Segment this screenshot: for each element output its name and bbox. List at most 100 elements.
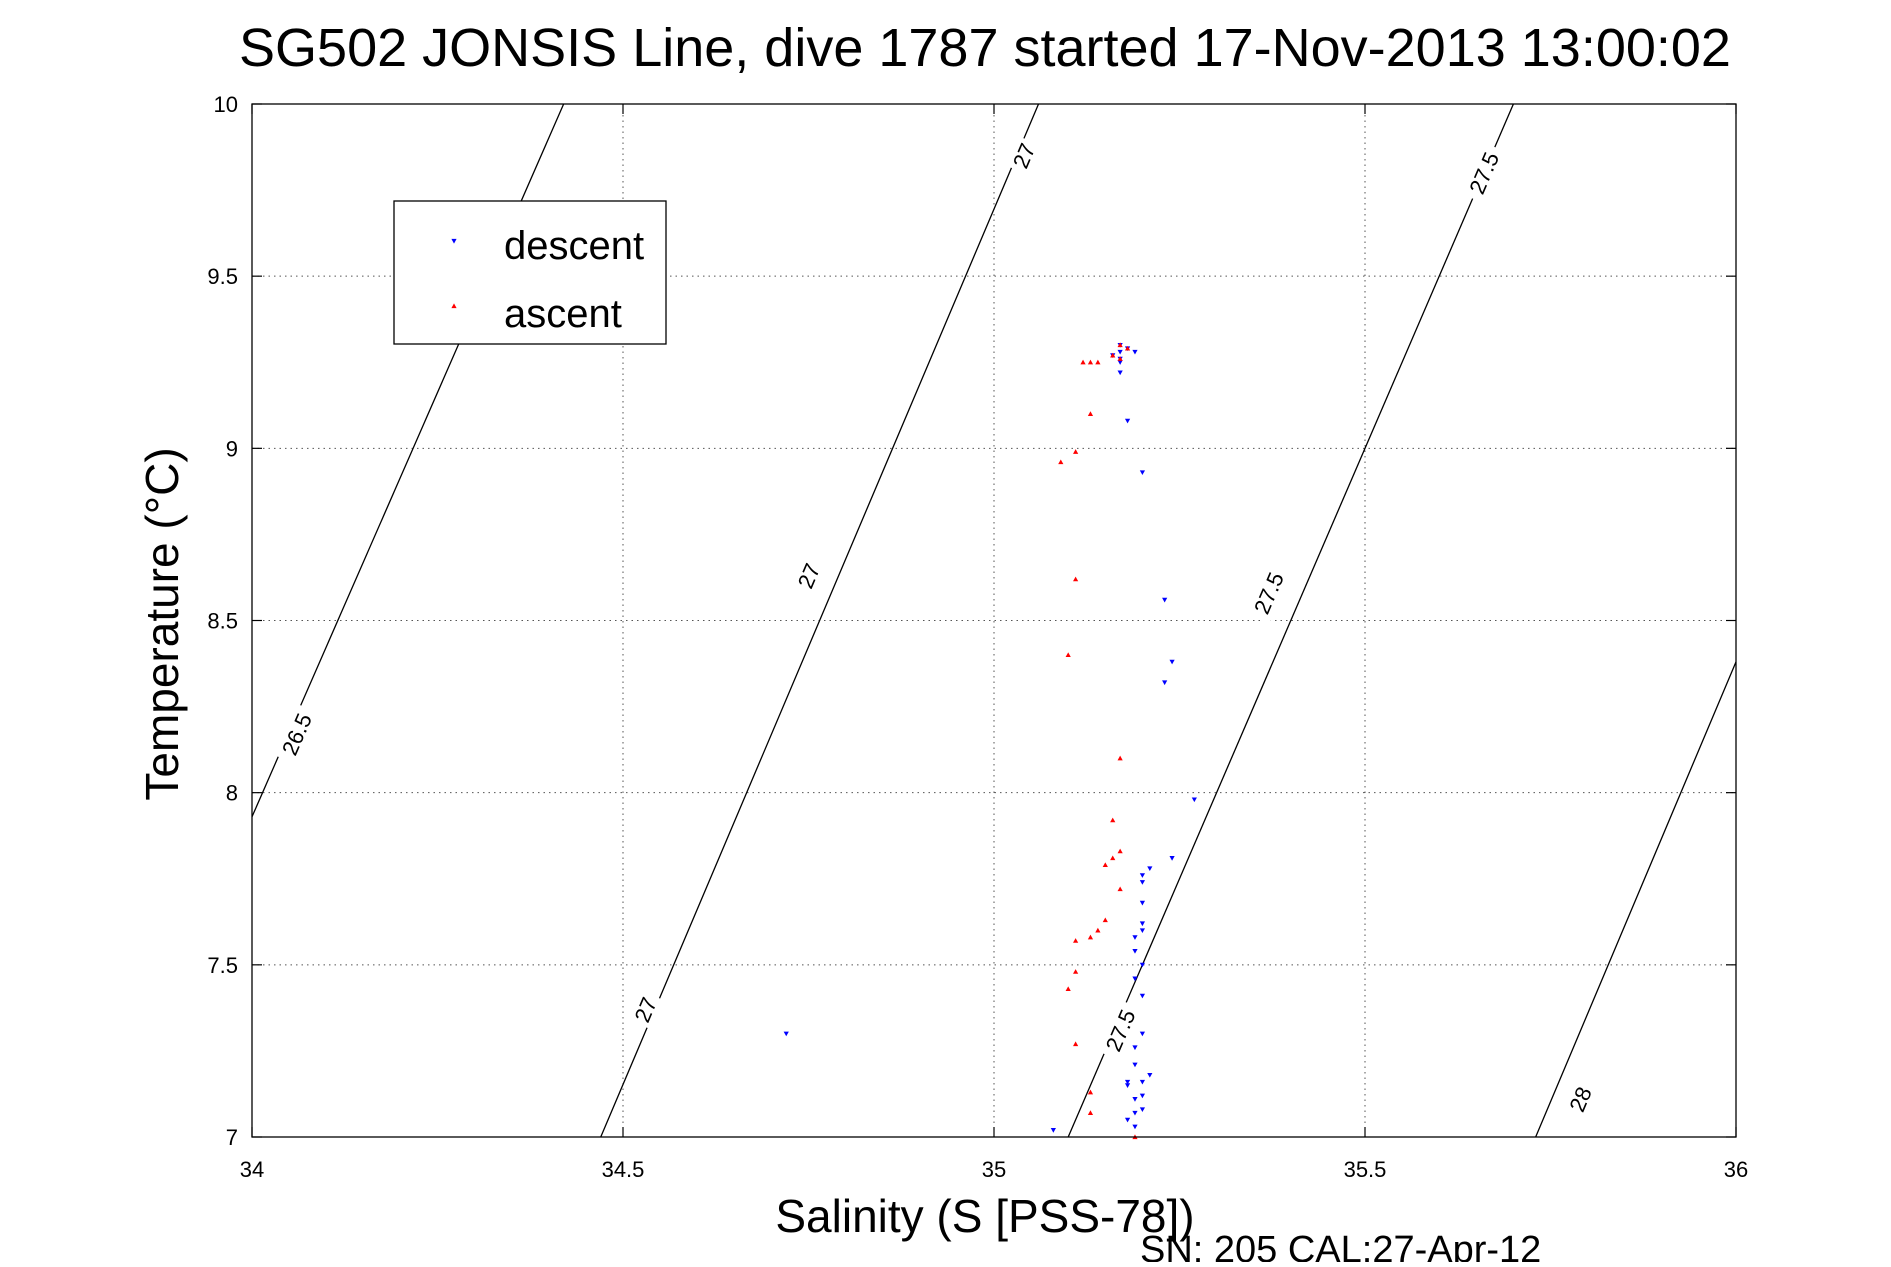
data-point-descent: [1139, 962, 1145, 968]
contour-label-background: [1097, 999, 1144, 1062]
data-point-ascent: [1117, 755, 1123, 761]
data-point-descent: [1147, 866, 1153, 872]
data-point-descent: [1050, 1128, 1056, 1133]
y-tick-label: 7: [226, 1125, 238, 1150]
data-point-descent: [1139, 1093, 1145, 1099]
axis-ticks: 34 34.5 35 35.5 36 7 7.5 8 8.5 9 9.5 10: [207, 92, 1748, 1182]
data-point-descent: [1132, 976, 1138, 982]
data-point-ascent: [1117, 848, 1123, 854]
data-point-descent: [1139, 873, 1145, 878]
data-point-ascent: [1073, 938, 1079, 943]
data-point-descent: [1132, 1062, 1138, 1068]
data-point-ascent: [1073, 969, 1079, 974]
data-point-ascent: [1124, 345, 1131, 351]
legend-marker-symbol: [451, 303, 457, 309]
contour-label: 28: [1561, 1079, 1599, 1119]
chart-title: SG502 JONSIS Line, dive 1787 started 17-…: [239, 18, 1731, 78]
data-point-ascent: [1073, 449, 1079, 454]
data-point-descent: [1139, 900, 1145, 906]
data-point-ascent: [1073, 1041, 1079, 1047]
data-point-descent: [1139, 921, 1145, 927]
legend-label-descent: descent: [504, 224, 644, 268]
data-point-descent: [1117, 349, 1123, 355]
legend-box: [393, 200, 667, 345]
contour-label: 27: [627, 989, 664, 1030]
legend-marker-descent: [451, 238, 457, 244]
x-tick-label: 35: [982, 1157, 1006, 1182]
x-tick-label: 34: [240, 1157, 264, 1182]
contour-label-background: [1561, 1079, 1599, 1119]
data-point-descent: [1139, 1031, 1145, 1037]
data-point-ascent: [1095, 927, 1101, 933]
data-point-descent: [1132, 349, 1138, 355]
data-point-ascent: [1073, 576, 1079, 582]
data-point-ascent: [1102, 862, 1108, 868]
x-tick-label: 35.5: [1344, 1157, 1387, 1182]
data-point-ascent: [1117, 886, 1123, 892]
data-point-descent: [1139, 993, 1145, 999]
y-tick-label: 8: [226, 781, 238, 806]
y-tick-label: 9: [226, 436, 238, 461]
data-point-descent: [1191, 797, 1197, 803]
data-point-ascent: [1110, 855, 1116, 861]
data-point-ascent: [1110, 352, 1116, 358]
data-point-ascent: [1110, 817, 1116, 823]
data-point-descent: [1132, 948, 1138, 954]
x-tick-label: 34.5: [602, 1157, 645, 1182]
data-point-descent: [1124, 418, 1131, 424]
data-point-descent: [1117, 360, 1123, 365]
data-point-descent: [1169, 659, 1175, 665]
data-point-descent: [1147, 1072, 1153, 1078]
x-axis-label: Salinity (S [PSS-78]): [775, 1190, 1194, 1242]
contour-label-background: [790, 555, 827, 596]
data-point-descent: [1162, 597, 1168, 603]
data-point-descent: [1139, 928, 1145, 933]
data-point-descent: [1132, 1097, 1138, 1102]
x-tick-label: 36: [1724, 1157, 1748, 1182]
legend-marker-symbol: [451, 238, 457, 244]
y-axis-label: Temperature (°C): [136, 447, 188, 800]
data-point-ascent: [1087, 359, 1094, 365]
data-points: [783, 342, 1197, 1140]
data-point-ascent: [1087, 411, 1094, 416]
contour-label-background: [1005, 135, 1042, 176]
contour-line-28: [1535, 661, 1737, 1138]
y-tick-label: 9.5: [207, 264, 238, 289]
data-point-descent: [1139, 1079, 1145, 1085]
data-point-descent: [783, 1031, 789, 1037]
data-point-descent: [1124, 1083, 1131, 1088]
data-point-ascent: [1087, 1089, 1094, 1095]
data-point-descent: [1139, 1107, 1145, 1113]
legend-marker-ascent: [451, 303, 457, 309]
data-point-ascent: [1065, 652, 1071, 658]
data-point-ascent: [1065, 986, 1071, 992]
data-point-descent: [1162, 680, 1168, 686]
data-point-ascent: [1058, 459, 1064, 465]
data-point-descent: [1132, 1110, 1138, 1116]
serial-calibration-note: SN: 205 CAL:27-Apr-12: [1140, 1229, 1541, 1262]
data-point-descent: [1124, 1079, 1131, 1085]
data-point-descent: [1132, 1045, 1138, 1051]
y-tick-label: 10: [214, 92, 238, 117]
data-point-descent: [1169, 856, 1175, 861]
contour-label-background: [1245, 562, 1292, 624]
legend: descent ascent: [393, 200, 667, 345]
data-point-descent: [1139, 470, 1145, 476]
data-point-ascent: [1087, 934, 1094, 940]
data-point-descent: [1124, 1117, 1131, 1123]
data-point-ascent: [1087, 1110, 1094, 1115]
y-tick-label: 7.5: [207, 953, 238, 978]
data-point-ascent: [1117, 342, 1123, 348]
contour-label-background: [1460, 142, 1507, 204]
contour-label-background: [627, 989, 664, 1030]
data-point-ascent: [1117, 356, 1123, 361]
contour-line-27: [600, 103, 1040, 1138]
contour-label-background: [273, 703, 320, 765]
data-point-ascent: [1095, 359, 1101, 365]
data-point-ascent: [1080, 359, 1086, 365]
legend-label-ascent: ascent: [504, 292, 622, 336]
data-point-descent: [1132, 1124, 1138, 1130]
